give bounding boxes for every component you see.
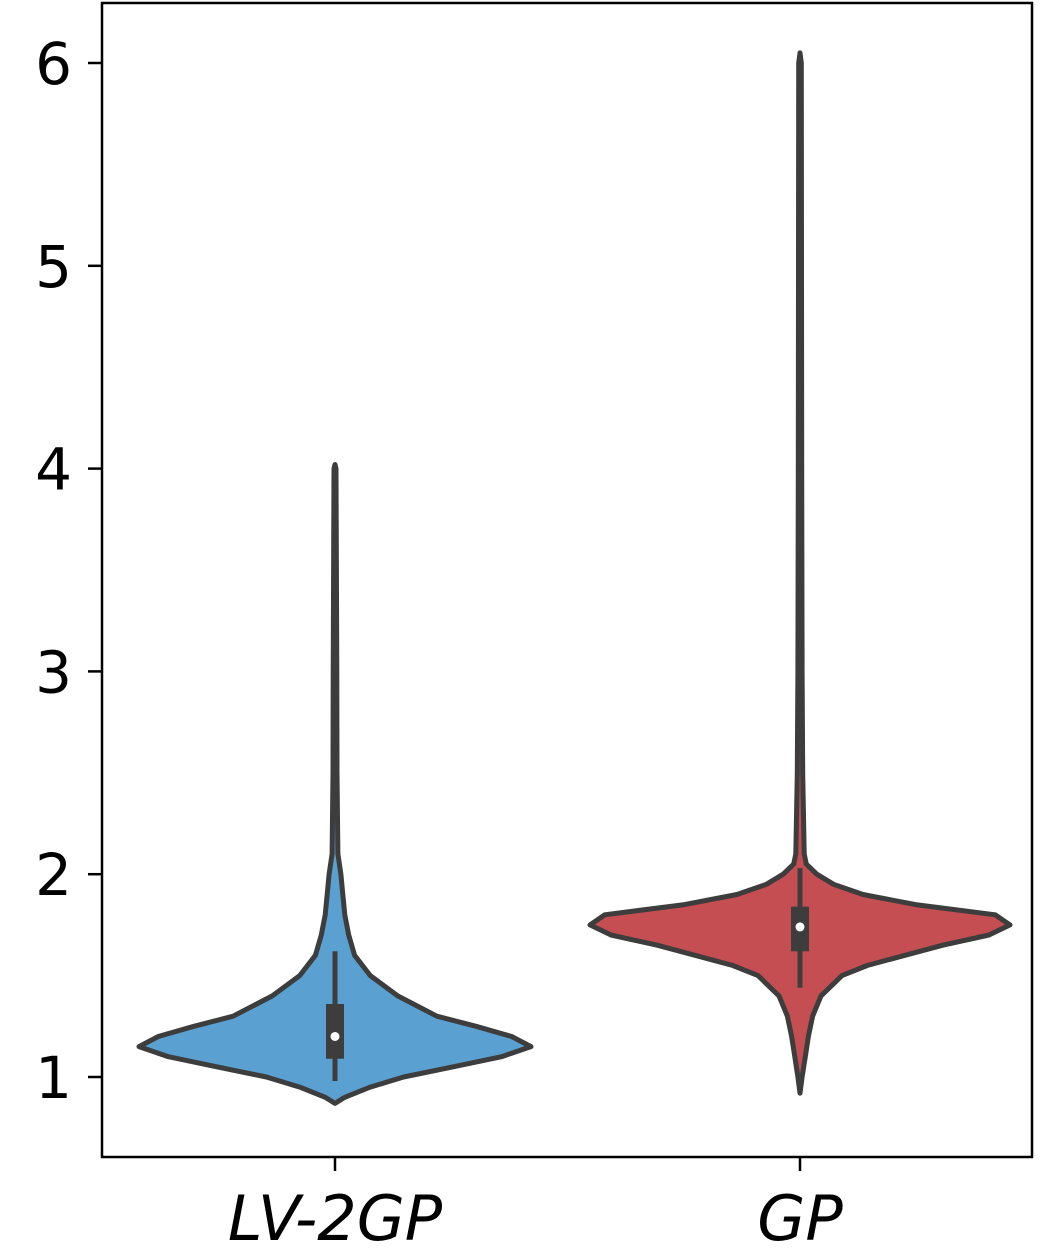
x-tick-label-gp: GP <box>757 1182 843 1250</box>
y-tick-label: 6 <box>35 30 72 98</box>
violins-layer <box>136 50 1013 1106</box>
y-tick-label: 5 <box>35 233 72 301</box>
median-dot-gp <box>795 922 805 932</box>
median-dot-lv-2gp <box>330 1031 340 1041</box>
plot-area-frame <box>100 1 1034 1159</box>
y-tick-label: 4 <box>35 436 72 504</box>
violin-body-lv-2gp <box>136 462 534 1106</box>
x-tick-label-lv-2gp: LV-2GP <box>228 1182 443 1250</box>
y-tick-label: 2 <box>35 841 72 909</box>
iqr-box-lv-2gp <box>326 1003 344 1059</box>
violin-body-gp <box>587 50 1013 1096</box>
y-tick-label: 1 <box>35 1044 72 1112</box>
y-tick-label: 3 <box>35 638 72 706</box>
y-axis: 1 2 3 4 5 6 <box>35 30 102 1112</box>
x-axis: LV-2GP GP <box>228 1157 843 1250</box>
